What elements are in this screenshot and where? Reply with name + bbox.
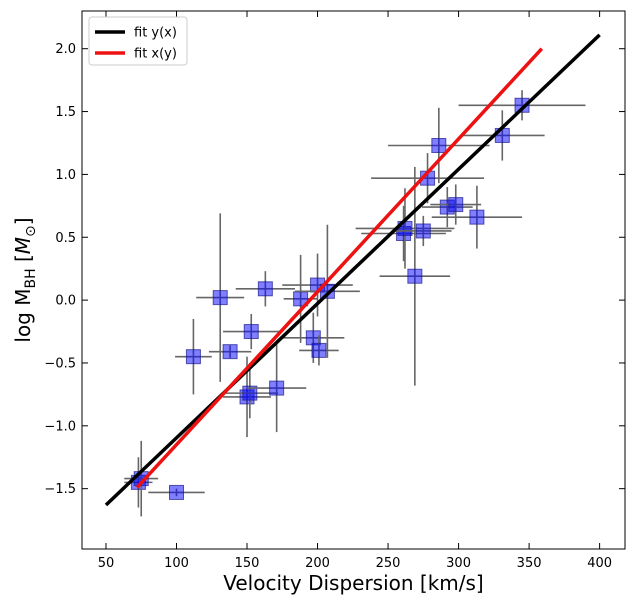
data-point: [222, 344, 238, 360]
x-axis-label: Velocity Dispersion [km/s]: [223, 571, 484, 595]
y-tick-label: −1.0: [44, 419, 76, 434]
y-tick-label: −0.5: [44, 356, 76, 371]
legend-label: fit y(x): [134, 26, 177, 41]
data-point-group: [294, 224, 360, 358]
x-tick-label: 150: [235, 556, 260, 571]
data-point: [269, 380, 285, 396]
legend: fit y(x) fit x(y): [88, 16, 188, 66]
data-point: [257, 281, 273, 297]
y-tick-label: −1.5: [44, 482, 76, 497]
data-point-group: [355, 188, 455, 269]
data-point-group: [430, 184, 482, 225]
data-point-group: [395, 215, 452, 247]
data-point-group: [247, 344, 307, 433]
y-label-unit-close: ]: [11, 217, 35, 225]
data-point-group: [379, 166, 451, 386]
y-label-main: log M: [11, 289, 35, 343]
data-point: [212, 290, 228, 306]
data-point-group: [223, 313, 280, 350]
y-tick-label: 1.0: [55, 168, 76, 183]
data-point: [448, 197, 464, 213]
data-point-group: [299, 335, 339, 366]
data-points: [124, 90, 586, 517]
data-point-group: [458, 90, 586, 121]
data-point: [242, 385, 258, 401]
data-point-group: [421, 186, 473, 228]
data-point-group: [221, 367, 279, 419]
data-point: [311, 342, 327, 358]
data-point-group: [431, 185, 523, 249]
data-point: [407, 268, 423, 284]
plot-frame: [81, 10, 626, 550]
data-point: [185, 349, 201, 365]
data-point: [168, 484, 184, 500]
x-tick-label: 50: [98, 556, 115, 571]
fit-lines: [104, 33, 601, 507]
x-tick-label: 400: [587, 556, 612, 571]
data-point-group: [208, 344, 252, 360]
legend-label: fit x(y): [134, 47, 177, 62]
data-point: [319, 283, 335, 299]
x-tick-label: 250: [376, 556, 401, 571]
y-label-subscript: BH: [23, 268, 39, 288]
x-tick-label: 200: [305, 556, 330, 571]
x-tick-label: 100: [164, 556, 189, 571]
x-tick-label: 300: [446, 556, 471, 571]
y-tick-label: 2.0: [55, 42, 76, 57]
data-point-group: [124, 440, 159, 517]
data-point: [514, 97, 530, 113]
axis-ticks: 50 100 150 200 250 300 350 400 −1.5 −1.0 −0.5 0.0 0.…: [44, 11, 625, 571]
x-tick-label: 350: [517, 556, 542, 571]
y-label-unit-symbol: M: [11, 237, 35, 254]
data-point-group: [196, 213, 245, 382]
y-tick-label: 0.0: [55, 294, 76, 309]
y-label-unit-subscript: ⊙: [23, 225, 39, 237]
y-tick-label: 1.5: [55, 105, 76, 120]
data-point: [431, 138, 447, 153]
data-point: [243, 324, 259, 340]
data-point-group: [388, 107, 490, 184]
y-axis-label: log MBH [M⊙]: [11, 217, 39, 342]
data-point-group: [175, 318, 212, 395]
data-point: [415, 223, 431, 239]
data-point-group: [459, 110, 545, 161]
data-point-group: [148, 484, 205, 500]
fit-line: [104, 33, 601, 507]
y-tick-label: 0.5: [55, 231, 76, 246]
data-point-group: [235, 271, 295, 307]
y-label-unit-open: [: [11, 254, 35, 268]
data-point: [469, 209, 485, 225]
fit-line: [135, 47, 544, 489]
